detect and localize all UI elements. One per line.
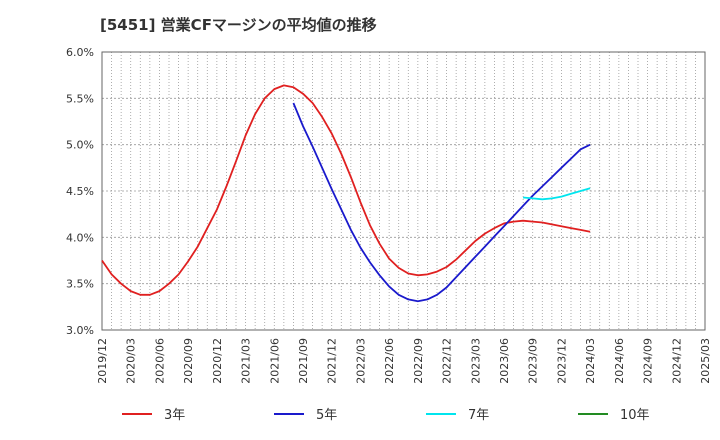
legend-label-3: 10年 <box>620 408 650 423</box>
x-tick-label: 2021/09 <box>297 338 310 384</box>
x-tick-label: 2021/06 <box>268 338 281 384</box>
legend-label-0: 3年 <box>164 408 185 423</box>
x-tick-label: 2020/09 <box>182 338 195 384</box>
grid-layer <box>101 52 706 330</box>
series-line-0 <box>101 84 591 296</box>
x-tick-label: 2023/06 <box>498 338 511 384</box>
x-tick-label: 2019/12 <box>96 338 109 384</box>
y-tick-label: 3.0% <box>66 324 94 337</box>
x-tick-label: 2024/12 <box>670 338 683 384</box>
series-line-2 <box>523 187 591 201</box>
y-tick-label: 5.0% <box>66 139 94 152</box>
y-tick-label: 3.5% <box>66 278 94 291</box>
x-tick-label: 2024/09 <box>642 338 655 384</box>
x-tick-label: 2023/03 <box>469 338 482 384</box>
x-tick-label: 2023/12 <box>555 338 568 384</box>
y-tick-label: 6.0% <box>66 46 94 59</box>
x-tick-label: 2020/06 <box>153 338 166 384</box>
y-tick-label: 5.5% <box>66 92 94 105</box>
x-tick-label: 2025/03 <box>699 338 712 384</box>
x-tick-label: 2024/06 <box>613 338 626 384</box>
y-tick-label: 4.5% <box>66 185 94 198</box>
x-tick-label: 2022/09 <box>412 338 425 384</box>
series-line-1 <box>292 102 591 303</box>
legend-label-2: 7年 <box>468 408 489 423</box>
x-tick-label: 2023/09 <box>527 338 540 384</box>
legend-label-1: 5年 <box>316 408 337 423</box>
chart-title: [5451] 営業CFマージンの平均値の推移 <box>100 16 377 34</box>
x-tick-label: 2020/03 <box>125 338 138 384</box>
x-tick-label: 2022/06 <box>383 338 396 384</box>
x-tick-label: 2021/12 <box>326 338 339 384</box>
x-tick-label: 2020/12 <box>211 338 224 384</box>
plot-border <box>101 51 706 331</box>
series-layer <box>101 84 591 303</box>
legend-layer: 3年 5年 7年 10年 <box>122 408 650 423</box>
x-tick-label: 2024/03 <box>584 338 597 384</box>
axis-layer: 6.0% 5.5% 5.0% 4.5% 4.0% 3.5% 3.0%2019/12 2020/… <box>66 46 712 384</box>
x-tick-label: 2022/03 <box>354 338 367 384</box>
x-tick-label: 2021/03 <box>240 338 253 384</box>
y-tick-label: 4.0% <box>66 231 94 244</box>
x-tick-label: 2022/12 <box>441 338 454 384</box>
